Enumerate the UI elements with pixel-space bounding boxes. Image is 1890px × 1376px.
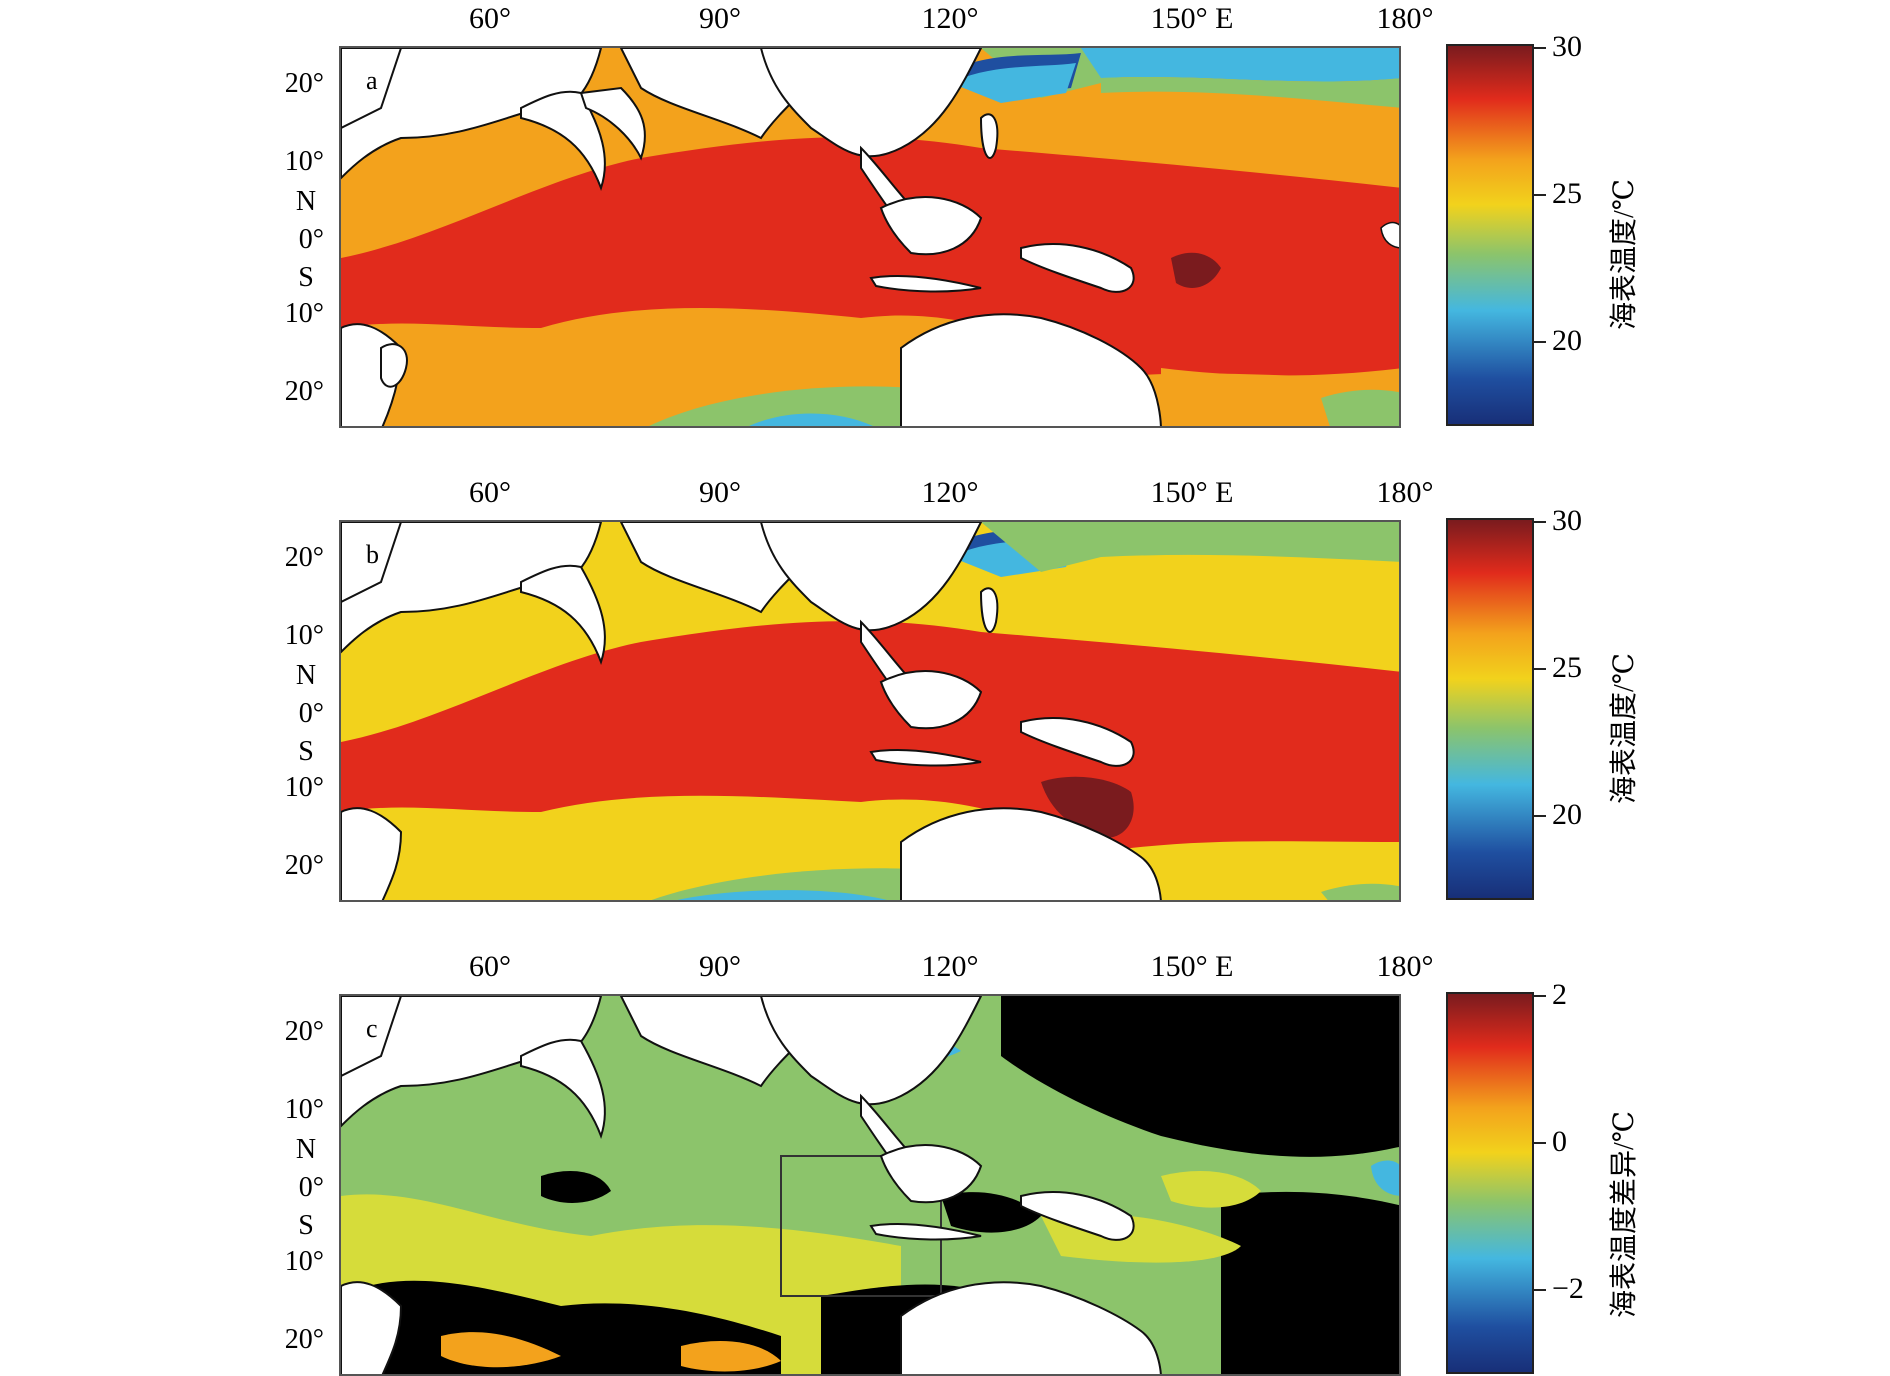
colorbar-c-title: 海表温度差异/℃ [1609, 1110, 1640, 1318]
colorbar-b-label-30: 30 [1552, 504, 1582, 537]
panel-a-label: a [366, 66, 378, 95]
sst-map-b [339, 520, 1401, 902]
lat-label-n: N [295, 660, 317, 691]
lat-label-10s: 10° [284, 772, 324, 803]
lon-label-180: 180° [1376, 2, 1434, 35]
panel-c: 60° 90° 120° 150° E 180° 20° 10° N 0° S … [0, 948, 1890, 1376]
lat-label-10n: 10° [284, 1094, 324, 1125]
lon-label-120: 120° [921, 950, 979, 983]
lat-label-0: 0° [298, 1172, 324, 1203]
lat-label-0: 0° [298, 698, 324, 729]
colorbar-b-title: 海表温度/℃ [1609, 652, 1640, 804]
colorbar-a-title: 海表温度/℃ [1609, 178, 1640, 330]
colorbar-a-label-25: 25 [1552, 177, 1582, 210]
lat-label-20s: 20° [284, 850, 324, 881]
lon-label-150e: 150° E [1150, 950, 1234, 983]
panel-c-label: c [366, 1014, 378, 1043]
lon-label-90: 90° [699, 476, 741, 509]
panel-b-label: b [366, 540, 379, 569]
lon-label-120: 120° [921, 476, 979, 509]
panel-b: 60° 90° 120° 150° E 180° 20° 10° N 0° S … [0, 474, 1890, 924]
lon-label-180: 180° [1376, 950, 1434, 983]
colorbar-a [1446, 44, 1534, 426]
colorbar-b-tick-30 [1534, 521, 1546, 523]
lat-label-20n: 20° [284, 68, 324, 99]
lon-label-60: 60° [469, 950, 511, 983]
colorbar-b-label-20: 20 [1552, 798, 1582, 831]
colorbar-a-tick-30 [1534, 47, 1546, 49]
colorbar-a-label-20: 20 [1552, 324, 1582, 357]
sst-map-a [339, 46, 1401, 428]
colorbar-c [1446, 992, 1534, 1374]
lat-label-10n: 10° [284, 620, 324, 651]
lon-label-60: 60° [469, 476, 511, 509]
lat-label-10s: 10° [284, 298, 324, 329]
colorbar-c-tick-neg2 [1534, 1289, 1546, 1291]
colorbar-b-label-25: 25 [1552, 651, 1582, 684]
colorbar-c-label-0: 0 [1552, 1125, 1567, 1158]
colorbar-a-tick-20 [1534, 341, 1546, 343]
colorbar-b-tick-25 [1534, 668, 1546, 670]
lon-label-150e: 150° E [1150, 476, 1234, 509]
lat-label-s: S [298, 1210, 314, 1241]
lat-label-20s: 20° [284, 1324, 324, 1355]
sst-difference-map-c [339, 994, 1401, 1376]
colorbar-b [1446, 518, 1534, 900]
colorbar-a-label-30: 30 [1552, 30, 1582, 63]
lat-label-20n: 20° [284, 542, 324, 573]
colorbar-c-tick-2 [1534, 995, 1546, 997]
panel-a: 60° 90° 120° 150° E 180° 20° 10° N 0° S … [0, 0, 1890, 450]
colorbar-c-tick-0 [1534, 1142, 1546, 1144]
lon-label-60: 60° [469, 2, 511, 35]
lat-label-20n: 20° [284, 1016, 324, 1047]
lat-label-20s: 20° [284, 376, 324, 407]
lat-label-n: N [295, 186, 317, 217]
lon-label-90: 90° [699, 2, 741, 35]
colorbar-a-tick-25 [1534, 194, 1546, 196]
lat-label-0: 0° [298, 224, 324, 255]
lat-label-s: S [298, 262, 314, 293]
colorbar-c-label-neg2: −2 [1552, 1272, 1584, 1305]
lon-label-150e: 150° E [1150, 2, 1234, 35]
colorbar-c-label-2: 2 [1552, 978, 1567, 1011]
lon-label-90: 90° [699, 950, 741, 983]
lat-label-10s: 10° [284, 1246, 324, 1277]
colorbar-b-tick-20 [1534, 815, 1546, 817]
lon-label-180: 180° [1376, 476, 1434, 509]
lon-label-120: 120° [921, 2, 979, 35]
lat-label-10n: 10° [284, 146, 324, 177]
lat-label-n: N [295, 1134, 317, 1165]
lat-label-s: S [298, 736, 314, 767]
